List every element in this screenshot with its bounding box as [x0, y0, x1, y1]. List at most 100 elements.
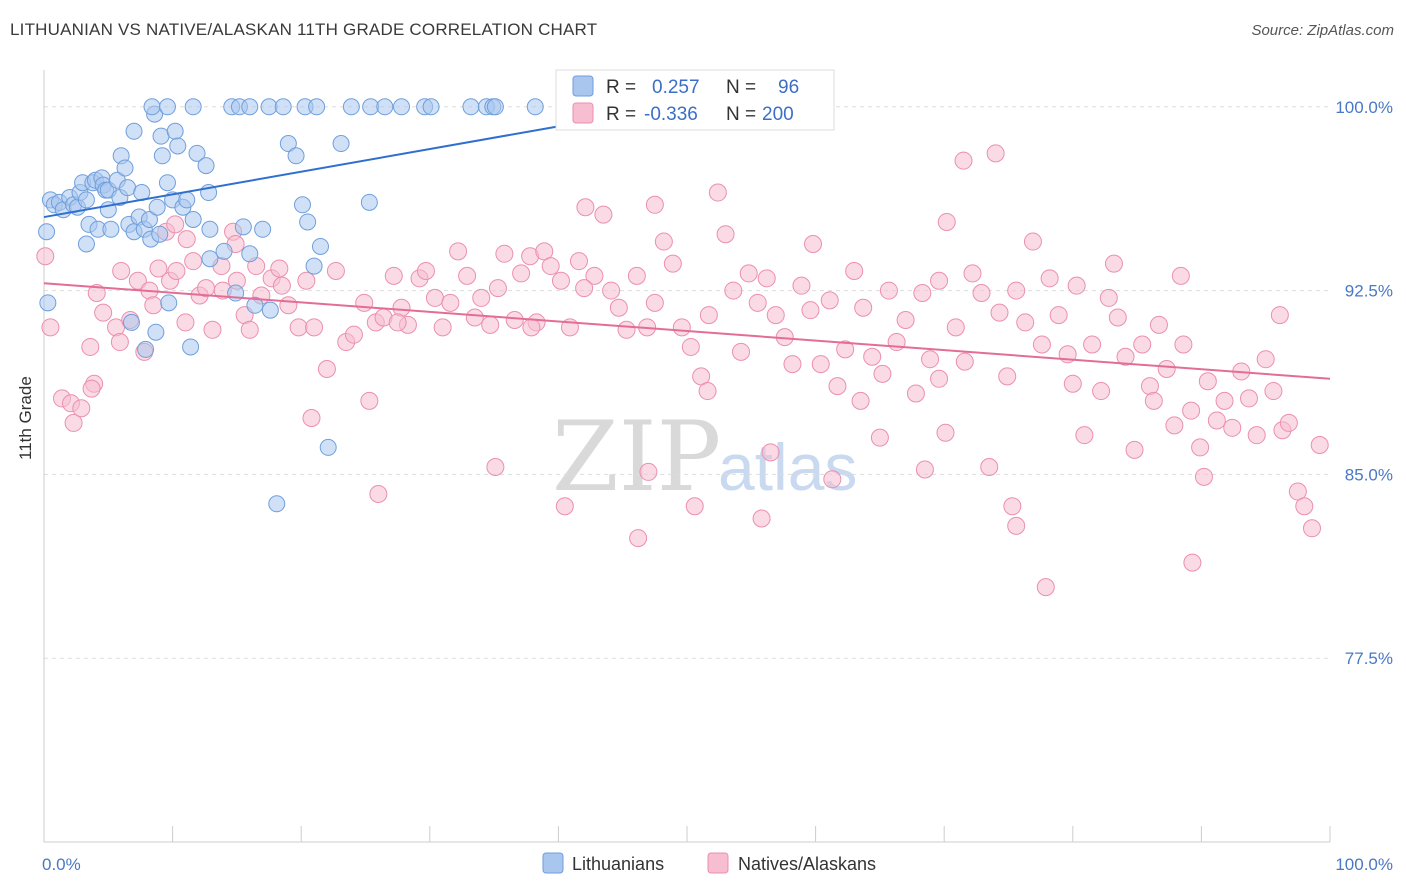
native-point: [609, 298, 628, 317]
native-point: [896, 310, 915, 329]
native-point: [270, 259, 289, 278]
stat-n-label-pink: N =: [726, 104, 756, 125]
native-point: [629, 529, 648, 548]
chart-title: LITHUANIAN VS NATIVE/ALASKAN 11TH GRADE …: [10, 20, 598, 39]
lithuanian-point: [308, 98, 326, 116]
lithuanian-point: [148, 198, 166, 216]
native-point: [326, 261, 345, 280]
native-point: [1198, 372, 1217, 391]
native-point: [716, 225, 735, 244]
native-point: [522, 318, 541, 337]
lithuanian-point: [119, 179, 137, 197]
lithuanian-point: [197, 157, 215, 175]
native-point: [845, 261, 864, 280]
lithuanian-point: [122, 313, 140, 331]
native-point: [425, 288, 444, 307]
native-point: [854, 298, 873, 317]
native-point: [441, 293, 460, 312]
native-point: [1007, 281, 1026, 300]
lithuanian-point: [293, 196, 311, 214]
native-point: [355, 293, 374, 312]
legend-swatch-natives: [707, 852, 729, 874]
native-point: [576, 198, 595, 217]
native-point: [1183, 553, 1202, 572]
native-point: [783, 355, 802, 374]
native-point: [433, 318, 452, 337]
stats-swatch-blue: [572, 75, 594, 97]
native-point: [921, 350, 940, 369]
native-point: [486, 458, 505, 477]
native-point: [144, 296, 163, 315]
native-point: [1083, 335, 1102, 354]
native-point: [1075, 426, 1094, 445]
native-point: [541, 257, 560, 276]
native-point: [360, 391, 379, 410]
lithuanian-point: [342, 98, 360, 116]
native-point: [1016, 313, 1035, 332]
native-point: [1149, 315, 1168, 334]
native-point: [801, 301, 820, 320]
native-point: [458, 266, 477, 285]
native-point: [1036, 578, 1055, 597]
native-point: [766, 306, 785, 325]
trend-lines: [43, 125, 1331, 380]
native-point: [1140, 377, 1159, 396]
lithuanian-point: [188, 144, 206, 162]
lithuanian-point: [77, 191, 95, 209]
lithuanian-point: [151, 225, 169, 243]
native-point: [685, 497, 704, 516]
lithuanian-point: [201, 250, 219, 268]
x-tick-label-min: 0.0%: [42, 855, 81, 874]
lithuanian-point: [362, 98, 380, 116]
native-point: [1247, 426, 1266, 445]
native-point: [1223, 418, 1242, 437]
lithuanian-point: [182, 338, 200, 356]
native-point: [1116, 347, 1135, 366]
native-point: [739, 264, 758, 283]
native-point: [645, 195, 664, 214]
lithuanian-point: [274, 98, 292, 116]
native-point: [272, 276, 291, 295]
native-point: [575, 279, 594, 298]
native-point: [72, 399, 91, 418]
lithuanian-point: [376, 98, 394, 116]
lithuanian-point: [152, 127, 170, 145]
native-point: [177, 230, 196, 249]
native-point: [1270, 306, 1289, 325]
native-point: [1302, 519, 1321, 538]
native-point: [672, 318, 691, 337]
native-point: [41, 318, 60, 337]
native-point: [980, 458, 999, 477]
native-point: [472, 288, 491, 307]
lithuanian-point: [261, 301, 279, 319]
native-point: [663, 254, 682, 273]
lithuanian-point: [137, 340, 155, 358]
lithuanian-point: [526, 98, 544, 116]
native-point: [1310, 435, 1329, 454]
native-point: [698, 382, 717, 401]
legend-label-lithuanians: Lithuanians: [572, 854, 664, 874]
lithuanian-point: [158, 174, 176, 192]
lithuanian-point: [116, 159, 134, 177]
gridlines: 77.5% 85.0% 92.5% 100.0%: [44, 98, 1393, 668]
y-tick-label: 100.0%: [1335, 98, 1393, 117]
native-point: [176, 313, 195, 332]
native-point: [149, 259, 168, 278]
native-point: [81, 337, 100, 356]
native-point: [998, 367, 1017, 386]
lithuanian-point: [234, 218, 252, 236]
lithuanian-point: [147, 323, 165, 341]
lithuanian-point: [102, 220, 120, 238]
native-point: [870, 428, 889, 447]
lithuanian-point: [393, 98, 411, 116]
stat-n-value-pink: 200: [762, 104, 794, 125]
native-point: [594, 205, 613, 224]
native-point: [94, 303, 113, 322]
native-point: [1256, 350, 1275, 369]
native-point: [167, 261, 186, 280]
native-point: [1174, 335, 1193, 354]
native-point: [279, 296, 298, 315]
native-point: [617, 320, 636, 339]
native-point: [87, 284, 106, 303]
